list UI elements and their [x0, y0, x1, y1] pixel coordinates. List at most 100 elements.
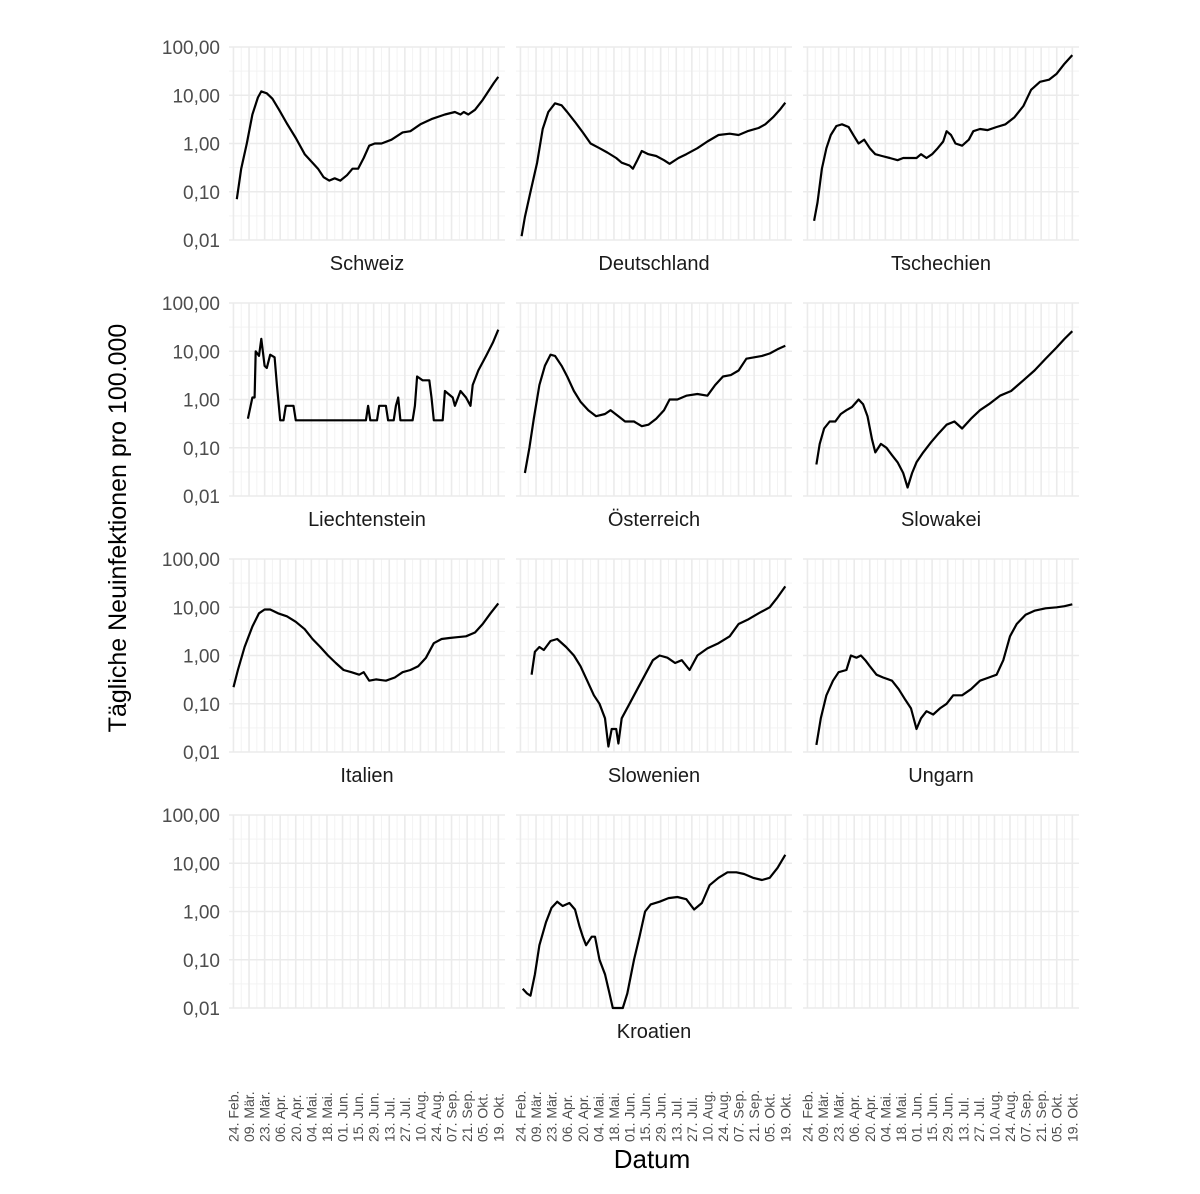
x-tick-label: 20. Apr.	[575, 1095, 591, 1142]
x-tick-label: 04. Mai.	[303, 1092, 319, 1142]
y-tick-label: 1,00	[183, 391, 220, 412]
x-tick-labels: 24. Feb. 09. Mär. 23. Mär. 06. Apr. 20. Apr.…	[513, 1090, 794, 1142]
x-tick-label: 15. Jun.	[350, 1092, 366, 1142]
y-tick-label: 100,00	[162, 806, 220, 827]
x-tick-label: 09. Mär.	[528, 1091, 544, 1142]
facet-panel: Slowakei	[803, 302, 1079, 531]
x-tick-label: 19. Okt.	[777, 1093, 793, 1142]
x-tick-label: 09. Mär.	[815, 1091, 831, 1142]
facet-label: Schweiz	[330, 253, 404, 275]
x-tick-label: 29. Jun.	[653, 1092, 669, 1142]
y-tick-label: 0,10	[183, 695, 220, 716]
x-tick-label: 10. Aug.	[412, 1091, 428, 1142]
y-tick-label: 0,01	[183, 487, 220, 508]
x-tick-label: 06. Apr.	[846, 1095, 862, 1142]
x-tick-label: 04. Mai.	[590, 1092, 606, 1142]
facet-label: Ungarn	[908, 765, 974, 787]
x-tick-label: 27. Jul.	[397, 1097, 413, 1142]
y-axis-label: Tägliche Neuinfektionen pro 100.000	[104, 324, 132, 733]
x-tick-label: 29. Jun.	[366, 1092, 382, 1142]
x-tick-label: 21. Sep.	[746, 1090, 762, 1142]
x-tick-label: 15. Jun.	[924, 1092, 940, 1142]
facet-panel: Deutschland	[516, 46, 792, 275]
facet-label: Österreich	[608, 509, 700, 531]
x-axis-label: Datum	[614, 1144, 691, 1174]
x-tick-label: 01. Jun.	[909, 1092, 925, 1142]
x-tick-label: 07. Sep.	[444, 1090, 460, 1142]
x-tick-label: 05. Okt.	[475, 1093, 491, 1142]
y-tick-label: 10,00	[172, 342, 220, 363]
y-tick-label: 10,00	[172, 854, 220, 875]
facet-label: Italien	[340, 765, 393, 787]
facet-label: Slowenien	[608, 765, 700, 787]
y-tick-label: 1,00	[183, 135, 220, 156]
x-tick-labels: 24. Feb. 09. Mär. 23. Mär. 06. Apr. 20. Apr.…	[800, 1090, 1081, 1142]
x-tick-label: 27. Jul.	[684, 1097, 700, 1142]
x-tick-label: 07. Sep.	[1018, 1090, 1034, 1142]
x-tick-label: 18. Mai.	[606, 1092, 622, 1142]
x-tick-label: 29. Jun.	[940, 1092, 956, 1142]
x-tick-label: 19. Okt.	[1064, 1093, 1080, 1142]
y-tick-label: 0,01	[183, 743, 220, 764]
facet-panel: Ungarn	[803, 558, 1079, 787]
facet-label: Tschechien	[891, 253, 991, 275]
series-line	[815, 603, 1073, 746]
series-line	[232, 602, 500, 688]
facet-label: Liechtenstein	[308, 509, 426, 531]
x-tick-label: 24. Aug.	[1002, 1091, 1018, 1142]
facet-label: Slowakei	[901, 509, 981, 531]
y-tick-label: 1,00	[183, 647, 220, 668]
y-tick-label: 0,01	[183, 999, 220, 1020]
facet-panel: 0,01 0,10 1,00 10,00 100,00 Italien	[162, 550, 505, 787]
x-tick-label: 06. Apr.	[559, 1095, 575, 1142]
x-tick-label: 18. Mai.	[893, 1092, 909, 1142]
x-tick-label: 07. Sep.	[731, 1090, 747, 1142]
x-tick-label: 10. Aug.	[699, 1091, 715, 1142]
facet-label: Deutschland	[598, 253, 709, 275]
y-tick-label: 100,00	[162, 38, 220, 59]
x-tick-label: 13. Jul.	[668, 1097, 684, 1142]
series-line	[523, 344, 786, 474]
x-tick-label: 10. Aug.	[986, 1091, 1002, 1142]
x-tick-label: 05. Okt.	[762, 1093, 778, 1142]
series-line	[521, 854, 787, 1010]
x-tick-label: 23. Mär.	[831, 1091, 847, 1142]
x-tick-label: 23. Mär.	[544, 1091, 560, 1142]
facet-label: Kroatien	[617, 1021, 692, 1043]
series-line	[815, 330, 1074, 489]
facet-panel: Tschechien	[803, 46, 1079, 275]
x-tick-label: 24. Aug.	[428, 1091, 444, 1142]
x-tick-label: 13. Jul.	[381, 1097, 397, 1142]
x-tick-label: 04. Mai.	[877, 1092, 893, 1142]
facet-panel: 0,01 0,10 1,00 10,00 100,00 Liechtenstein	[162, 294, 505, 531]
facet-panel: 0,01 0,10 1,00 10,00 100,00 Schweiz	[162, 38, 505, 275]
y-tick-label: 10,00	[172, 86, 220, 107]
x-tick-label: 13. Jul.	[955, 1097, 971, 1142]
x-tick-label: 24. Feb.	[513, 1091, 529, 1142]
series-line	[530, 585, 787, 748]
x-tick-label: 09. Mär.	[241, 1091, 257, 1142]
y-tick-label: 0,10	[183, 183, 220, 204]
x-tick-label: 15. Jun.	[637, 1092, 653, 1142]
y-tick-label: 0,01	[183, 231, 220, 252]
x-tick-label: 24. Aug.	[715, 1091, 731, 1142]
x-tick-label: 23. Mär.	[257, 1091, 273, 1142]
x-tick-label: 19. Okt.	[490, 1093, 506, 1142]
series-line	[235, 76, 500, 200]
x-tick-label: 24. Feb.	[226, 1091, 242, 1142]
facet-panel: 0,01 0,10 1,00 10,00 100,00	[162, 806, 505, 1020]
facet-panel: Kroatien	[516, 814, 792, 1043]
x-tick-label: 18. Mai.	[319, 1092, 335, 1142]
y-tick-label: 0,10	[183, 439, 220, 460]
series-line	[520, 102, 787, 237]
facet-panel: Österreich	[516, 302, 792, 531]
facet-panels: 0,01 0,10 1,00 10,00 100,00 Schweiz Deutschlan…	[162, 38, 1080, 1142]
x-tick-labels: 24. Feb. 09. Mär. 23. Mär. 06. Apr. 20. Apr.…	[226, 1090, 507, 1142]
y-tick-label: 100,00	[162, 550, 220, 571]
x-tick-label: 20. Apr.	[862, 1095, 878, 1142]
y-tick-label: 0,10	[183, 951, 220, 972]
y-tick-label: 100,00	[162, 294, 220, 315]
facet-panel	[803, 814, 1079, 1009]
x-tick-label: 27. Jul.	[971, 1097, 987, 1142]
